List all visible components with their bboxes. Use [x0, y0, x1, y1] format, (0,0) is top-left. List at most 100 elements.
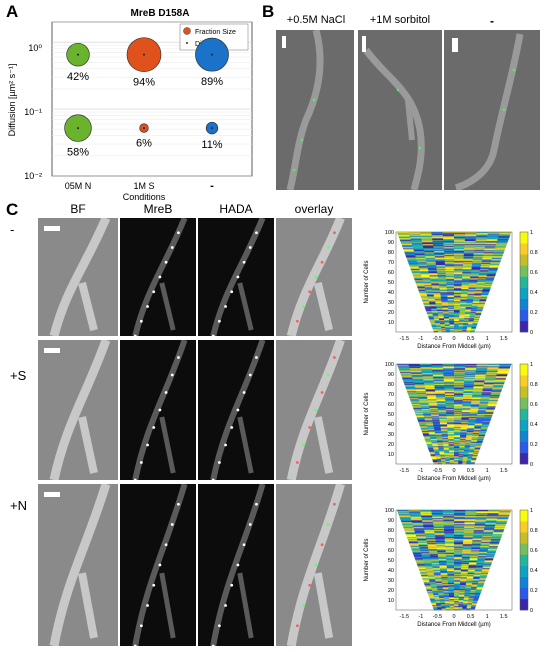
heatmap-cell: [459, 438, 467, 440]
heatmap-cell: [484, 561, 493, 563]
heatmap-cell: [458, 328, 463, 330]
heatmap-cell: [483, 386, 494, 388]
heatmap-cell: [479, 579, 486, 581]
heatmap-cell: [423, 303, 430, 305]
heatmap-cell: [487, 549, 497, 551]
heatmap-cell: [430, 305, 437, 307]
heatmap-cell: [490, 264, 500, 266]
heatmap-cell: [474, 525, 486, 527]
heatmap-cell: [407, 393, 418, 395]
heatmap-cell: [461, 561, 470, 563]
heatmap-cell: [463, 530, 475, 532]
heatmap-cell: [427, 315, 434, 317]
heatmap-y-tick: 90: [388, 518, 394, 524]
heatmap-y-tick: 100: [385, 508, 394, 514]
heatmap-cell: [477, 439, 484, 441]
heatmap-cell: [454, 538, 464, 540]
heatmap-cell: [444, 599, 450, 601]
heatmap-cell: [472, 602, 478, 604]
heatmap-cell: [472, 262, 482, 264]
heatmap-cell: [464, 590, 471, 592]
heatmap-cell: [428, 300, 436, 302]
heatmap-cell: [481, 570, 489, 572]
heatmap-cell: [416, 538, 427, 540]
heatmap-cell: [465, 589, 471, 591]
heatmap-cell: [425, 568, 434, 570]
heatmap-cell: [496, 373, 508, 375]
heatmap-cell: [421, 575, 429, 577]
heatmap-cell: [446, 281, 455, 283]
heatmap-cell: [448, 439, 455, 441]
heatmap-cell: [423, 415, 432, 417]
heatmap-cell: [421, 369, 433, 371]
heatmap-cell: [473, 576, 481, 578]
heatmap-cell: [471, 328, 476, 330]
heatmap-cell: [498, 234, 511, 236]
heatmap-cell: [445, 330, 451, 332]
heatmap-cell: [463, 453, 469, 455]
heatmap-cell: [460, 432, 467, 434]
heatmap-cell: [433, 315, 439, 317]
heatmap-cell: [454, 443, 460, 445]
heatmap-cell: [467, 570, 476, 572]
heatmap-cell: [481, 425, 489, 427]
heatmap-cell: [412, 523, 424, 525]
heatmap-cell: [425, 308, 432, 310]
heatmap-cell: [444, 321, 450, 323]
heatmap-cell: [454, 542, 464, 544]
heatmap-cell: [423, 560, 432, 562]
heatmap-cell: [398, 236, 411, 238]
heatmap-cell: [403, 380, 414, 382]
heatmap-cell: [430, 584, 437, 586]
heatmap-cell: [469, 448, 475, 450]
heatmap-cell: [454, 253, 465, 255]
heatmap-cell: [443, 371, 455, 373]
heatmap-cell: [454, 581, 461, 583]
heatmap-cell: [454, 514, 466, 516]
heatmap-cell: [464, 242, 476, 244]
heatmap-cell: [470, 407, 479, 409]
heatmap-cell: [460, 572, 468, 574]
heatmap-cell: [485, 556, 495, 558]
colorbar-segment: [520, 452, 528, 465]
heatmap-cell: [420, 574, 428, 576]
heatmap-cell: [440, 458, 446, 460]
heatmap-cell: [480, 573, 488, 575]
heatmap-cell: [454, 233, 466, 235]
heatmap-cell: [439, 285, 447, 287]
heatmap-cell: [462, 547, 472, 549]
heatmap-cell: [465, 305, 473, 307]
heatmap-cell: [445, 463, 451, 465]
heatmap-cell: [448, 314, 455, 316]
heatmap-cell: [463, 253, 474, 255]
heatmap-cell: [480, 399, 490, 401]
heatmap-cell: [465, 588, 472, 590]
heatmap-cell: [420, 406, 430, 408]
heatmap-cell: [449, 601, 455, 603]
heatmap-cell: [454, 461, 459, 463]
heatmap-cell: [479, 403, 489, 405]
heatmap-cell: [433, 424, 441, 426]
heatmap-cell: [436, 605, 442, 607]
heatmap-cell: [435, 455, 441, 457]
heatmap-cell: [472, 304, 479, 306]
heatmap-cell: [443, 518, 455, 520]
heatmap-cell: [476, 235, 488, 237]
heatmap-cell: [461, 281, 470, 283]
heatmap-cell: [471, 546, 481, 548]
heatmap-cell: [463, 533, 474, 535]
heatmap-cell: [454, 569, 462, 571]
heatmap-cell: [441, 433, 449, 435]
heatmap-cell: [454, 369, 466, 371]
heatmap-cell: [462, 544, 473, 546]
heatmap-cell: [472, 303, 479, 305]
heatmap-cell: [464, 448, 470, 450]
heatmap-cell: [476, 367, 488, 369]
heatmap-cell: [411, 270, 421, 272]
heatmap-cell: [447, 427, 455, 429]
heatmap-cell: [486, 370, 498, 372]
heatmap-cell: [467, 324, 473, 326]
heatmap-cell: [454, 433, 461, 435]
heatmap-cell: [448, 584, 455, 586]
heatmap-cell: [432, 423, 441, 425]
